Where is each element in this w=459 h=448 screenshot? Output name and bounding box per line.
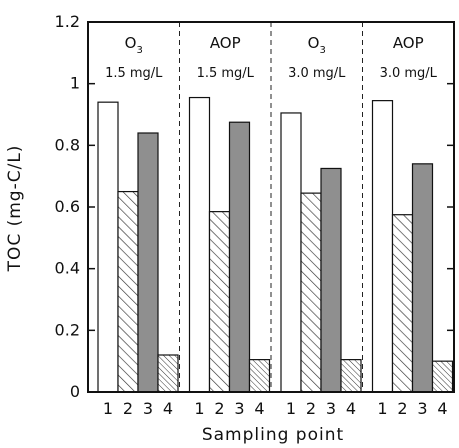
bar-4 [157, 354, 179, 393]
x-tick-label: 2 [397, 399, 407, 418]
x-tick-label: 3 [326, 399, 336, 418]
panel-dose-label: 1.5 mg/L [197, 66, 255, 81]
panel-dose-label: 1.5 mg/L [105, 66, 163, 81]
bar-1 [97, 101, 119, 393]
x-tick-label: 4 [346, 399, 356, 418]
bar-4 [248, 359, 271, 393]
bar-2 [391, 214, 414, 393]
bar-1 [371, 100, 394, 393]
y-tick-label: 0.4 [55, 259, 80, 278]
y-tick-label: 0.8 [55, 135, 80, 154]
x-tick-label: 2 [214, 399, 224, 418]
x-tick-label: 4 [254, 399, 264, 418]
y-tick-label: 1.2 [55, 12, 80, 31]
bar-3 [137, 132, 159, 393]
bar-2 [300, 192, 322, 393]
panel-label: AOP [210, 34, 241, 52]
bar-3 [320, 167, 342, 393]
plot-frame [87, 21, 455, 393]
panel-label: AOP [393, 34, 424, 52]
y-tick-label: 0.2 [55, 320, 80, 339]
x-tick-label: 3 [234, 399, 244, 418]
x-tick-label: 3 [417, 399, 427, 418]
x-tick-label: 1 [194, 399, 204, 418]
bar-3 [411, 163, 434, 393]
bar-1 [280, 112, 302, 393]
y-axis-title: TOC (mg-C/L) [5, 145, 25, 273]
x-tick-label: 1 [103, 399, 113, 418]
panel-dose-label: 3.0 mg/L [380, 66, 438, 81]
panel-label: O3 [125, 34, 143, 56]
y-tick-label: 0.6 [55, 197, 80, 216]
x-tick-label: 4 [437, 399, 447, 418]
x-tick-label: 1 [286, 399, 296, 418]
x-tick-label: 2 [123, 399, 133, 418]
y-tick-label: 1 [70, 74, 80, 93]
x-tick-label: 3 [143, 399, 153, 418]
bar-2 [208, 211, 231, 393]
bar-2 [117, 190, 139, 393]
y-tick-label: 0 [70, 382, 80, 401]
panel-label: O3 [308, 34, 326, 56]
x-axis-title: Sampling point [202, 425, 344, 445]
x-tick-label: 2 [306, 399, 316, 418]
bar-1 [188, 96, 211, 393]
bar-3 [228, 121, 251, 393]
panel-dose-label: 3.0 mg/L [288, 66, 346, 81]
x-tick-label: 1 [377, 399, 387, 418]
bar-4 [340, 359, 362, 393]
x-tick-label: 4 [163, 399, 173, 418]
bar-4 [431, 360, 454, 393]
